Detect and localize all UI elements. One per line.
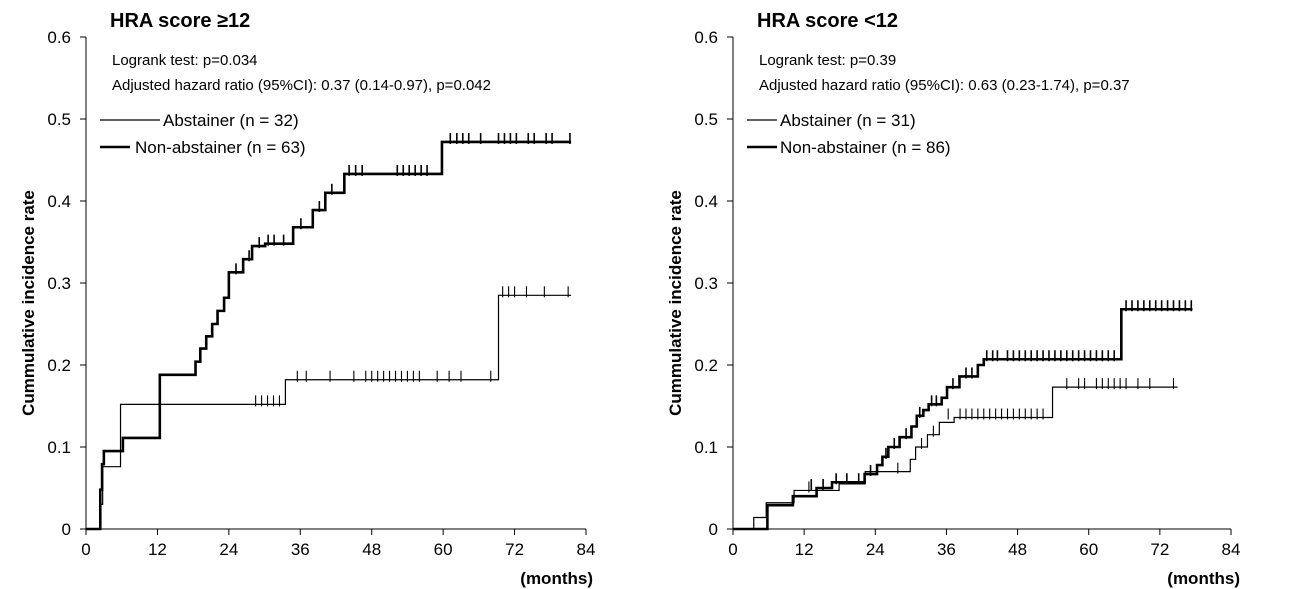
- legend-label-abstainer: Abstainer (n = 31): [780, 111, 916, 130]
- y-tick-label: 0.2: [694, 356, 718, 375]
- x-tick-label: 84: [577, 540, 596, 559]
- y-axis-label: Cummulative incidence rate: [19, 190, 38, 416]
- legend: Abstainer (n = 32) Non-abstainer (n = 63…: [100, 111, 306, 157]
- y-tick-label: 0.4: [694, 192, 718, 211]
- chart-panel-hra-high: HRA score ≥12 Logrank test: p=0.034 Adju…: [19, 10, 595, 588]
- y-tick-label: 0.5: [694, 110, 718, 129]
- x-tick-label: 36: [937, 540, 956, 559]
- y-tick-label: 0.3: [694, 274, 718, 293]
- chart-title: HRA score <12: [757, 10, 898, 32]
- y-tick-label: 0.6: [694, 28, 718, 47]
- annotation-hazard-ratio: Adjusted hazard ratio (95%CI): 0.63 (0.2…: [759, 77, 1130, 94]
- series-line-non-abstainer: [733, 307, 1193, 531]
- series-group: [86, 132, 572, 531]
- chart-title: HRA score ≥12: [110, 10, 250, 32]
- y-tick-label: 0.6: [47, 28, 71, 47]
- y-tick-label: 0.3: [47, 274, 71, 293]
- x-tick-label: 84: [1222, 540, 1241, 559]
- series-line-non-abstainer: [86, 140, 572, 531]
- annotation-logrank: Logrank test: p=0.39: [759, 52, 896, 69]
- x-tick-label: 60: [1079, 540, 1098, 559]
- axes: 0 12 24 36 48 60 72 84 0 0.1 0.2 0.3 0.4 0.5 0.6: [694, 28, 1240, 559]
- legend: Abstainer (n = 31) Non-abstainer (n = 86…: [747, 111, 951, 157]
- x-tick-label: 24: [219, 540, 238, 559]
- series-line-abstainer: [733, 386, 1178, 530]
- y-tick-label: 0.1: [694, 438, 718, 457]
- x-tick-label: 72: [505, 540, 524, 559]
- x-tick-label: 48: [362, 540, 381, 559]
- x-axis-unit-label: (months): [1167, 569, 1240, 588]
- x-axis-unit-label: (months): [520, 569, 593, 588]
- legend-label-non-abstainer: Non-abstainer (n = 86): [780, 138, 951, 157]
- annotation-logrank: Logrank test: p=0.034: [112, 52, 258, 69]
- x-tick-label: 60: [434, 540, 453, 559]
- legend-label-abstainer: Abstainer (n = 32): [163, 111, 299, 130]
- x-tick-label: 72: [1150, 540, 1169, 559]
- annotation-hazard-ratio: Adjusted hazard ratio (95%CI): 0.37 (0.1…: [112, 77, 491, 94]
- x-tick-label: 12: [795, 540, 814, 559]
- y-tick-label: 0.2: [47, 356, 71, 375]
- x-tick-label: 12: [148, 540, 167, 559]
- x-tick-label: 48: [1008, 540, 1027, 559]
- y-axis-label: Cummulative incidence rate: [666, 190, 685, 416]
- series-group: [733, 300, 1193, 531]
- y-tick-label: 0: [62, 520, 71, 539]
- y-tick-label: 0.4: [47, 192, 71, 211]
- axes: 0 12 24 36 48 60 72 84 0 0.1 0.2 0.3 0.4 0.5 0.6: [47, 28, 595, 559]
- y-tick-label: 0: [709, 520, 718, 539]
- x-tick-label: 0: [728, 540, 737, 559]
- chart-panel-hra-low: HRA score <12 Logrank test: p=0.39 Adjus…: [666, 10, 1240, 588]
- y-tick-label: 0.5: [47, 110, 71, 129]
- legend-label-non-abstainer: Non-abstainer (n = 63): [135, 138, 306, 157]
- x-tick-label: 36: [291, 540, 310, 559]
- y-tick-label: 0.1: [47, 438, 71, 457]
- x-tick-label: 24: [866, 540, 885, 559]
- x-tick-label: 0: [81, 540, 90, 559]
